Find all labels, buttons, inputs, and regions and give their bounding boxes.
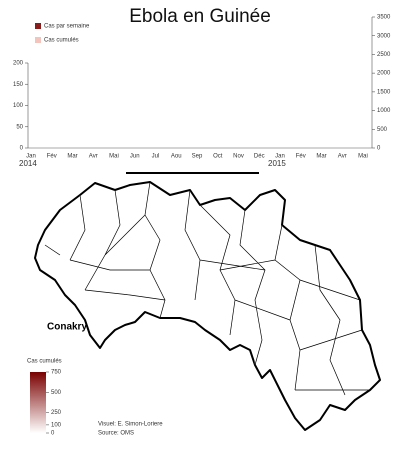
y-tick-label: 200 xyxy=(13,61,24,67)
y2-tick-label: 0 xyxy=(377,146,381,152)
year-label: 2015 xyxy=(268,159,286,168)
x-tick-label: Sep xyxy=(192,154,203,160)
x-tick-label: Aou xyxy=(171,154,182,160)
y2-tick-label: 2500 xyxy=(377,52,391,58)
colorbar-tick-label: 250 xyxy=(51,410,62,416)
colorbar-tick-label: 0 xyxy=(51,431,55,437)
x-tick-label: Jan xyxy=(275,154,285,160)
y-tick-label: 100 xyxy=(13,103,24,109)
x-tick-label: Mai xyxy=(358,154,368,160)
legend-swatch xyxy=(35,23,41,29)
y-tick-label: 50 xyxy=(16,124,23,130)
x-tick-label: Avr xyxy=(338,154,347,160)
colorbar-tick-label: 100 xyxy=(51,422,62,428)
x-tick-label: Mar xyxy=(67,154,77,160)
y-tick-label: 150 xyxy=(13,82,24,88)
chart-title: Ebola en Guinée xyxy=(129,6,271,27)
x-tick-label: Mai xyxy=(109,154,119,160)
x-tick-label: Avr xyxy=(89,154,98,160)
credit: Source: OMS xyxy=(98,431,134,437)
y2-tick-label: 1500 xyxy=(377,89,391,95)
x-tick-label: Jan xyxy=(26,154,36,160)
colorbar-tick-label: 500 xyxy=(51,390,62,396)
x-tick-label: Fév xyxy=(296,154,306,160)
x-tick-label: Jul xyxy=(152,154,160,160)
colorbar-tick-label: 750 xyxy=(51,370,62,376)
map xyxy=(34,181,381,431)
x-tick-label: Fév xyxy=(47,154,57,160)
y2-tick-label: 3500 xyxy=(377,15,391,21)
colorbar-title: Cas cumulés xyxy=(27,359,62,365)
x-tick-label: Mar xyxy=(316,154,326,160)
legend-label: Cas par semaine xyxy=(44,24,90,30)
x-tick-label: Déc xyxy=(254,154,265,160)
y2-tick-label: 1000 xyxy=(377,108,391,114)
legend-label: Cas cumulés xyxy=(44,38,79,44)
city-label: Conakry xyxy=(47,322,87,333)
x-tick-label: Jun xyxy=(130,154,140,160)
y2-tick-label: 2000 xyxy=(377,71,391,77)
y2-tick-label: 500 xyxy=(377,127,388,133)
year-label: 2014 xyxy=(19,159,37,168)
colorbar xyxy=(30,372,46,433)
credit: Visuel: E. Simon-Loriere xyxy=(98,422,163,428)
legend-swatch xyxy=(35,37,41,43)
y-tick-label: 0 xyxy=(20,146,24,152)
y2-tick-label: 3000 xyxy=(377,33,391,39)
x-tick-label: Oct xyxy=(213,154,223,160)
x-tick-label: Nov xyxy=(233,154,244,160)
